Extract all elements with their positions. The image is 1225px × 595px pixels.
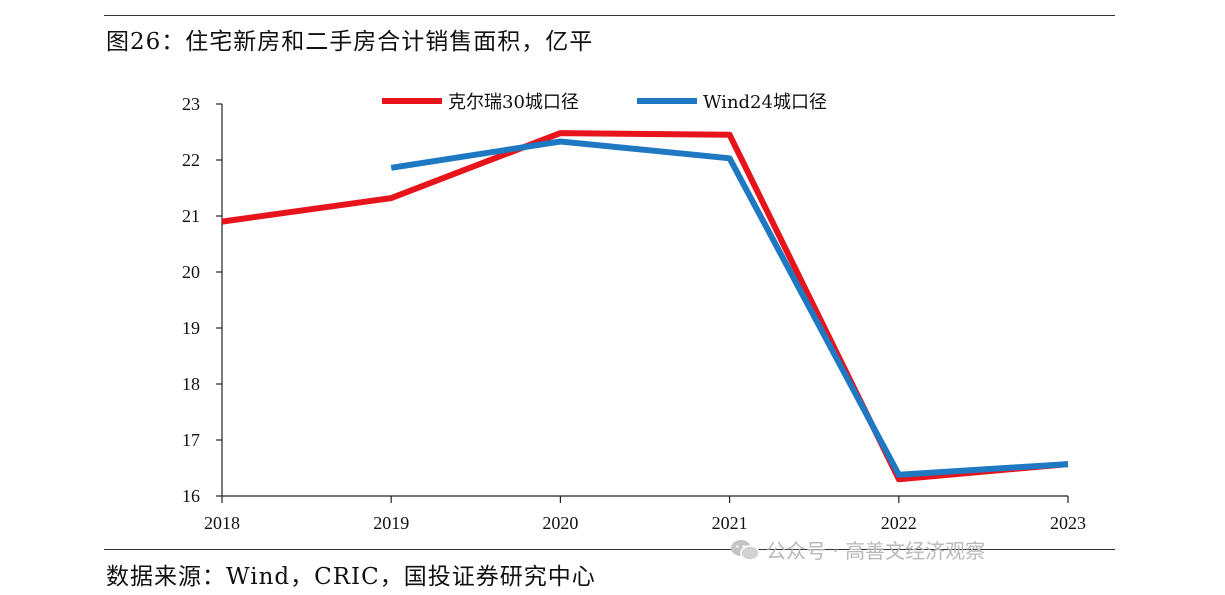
legend-label-wind24: Wind24城口径 [703, 92, 827, 113]
bottom-rule [104, 549, 1115, 550]
y-tick-label: 19 [182, 318, 200, 338]
y-tick-label: 16 [182, 486, 200, 506]
y-tick-label: 18 [182, 374, 200, 394]
figure-title: 图26：住宅新房和二手房合计销售面积，亿平 [106, 29, 594, 55]
legend-label-cric30: 克尔瑞30城口径 [448, 92, 579, 113]
series-line-wind24 [390, 138, 1069, 478]
x-tick-label: 2018 [204, 513, 240, 533]
top-rule [104, 15, 1115, 16]
watermark: 公众号 · 高善文经济观察 [730, 535, 985, 564]
chart-legend: 克尔瑞30城口径 Wind24城口径 [382, 92, 827, 113]
series-line-cric30 [221, 130, 1069, 483]
x-tick-label: 2023 [1050, 513, 1086, 533]
y-tick-label: 17 [182, 430, 200, 450]
x-tick-label: 2019 [373, 513, 409, 533]
y-tick-label: 21 [182, 206, 200, 226]
y-tick-label: 20 [182, 262, 200, 282]
wechat-icon [731, 539, 760, 561]
y-tick-label: 22 [182, 150, 200, 170]
x-tick-label: 2022 [881, 513, 917, 533]
series-layer [221, 130, 1069, 483]
data-source: 数据来源：Wind，CRIC，国投证券研究中心 [106, 564, 596, 590]
y-tick-label: 23 [182, 94, 200, 114]
x-tick-label: 2020 [542, 513, 578, 533]
x-tick-label: 2021 [712, 513, 748, 533]
watermark-text: 公众号 · 高善文经济观察 [766, 539, 986, 563]
